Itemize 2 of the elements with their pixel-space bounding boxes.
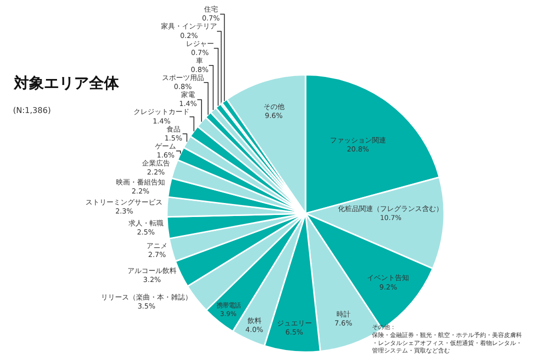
text: 対象エリア全体 [13, 74, 120, 92]
text: (N:1,386) [13, 106, 51, 115]
